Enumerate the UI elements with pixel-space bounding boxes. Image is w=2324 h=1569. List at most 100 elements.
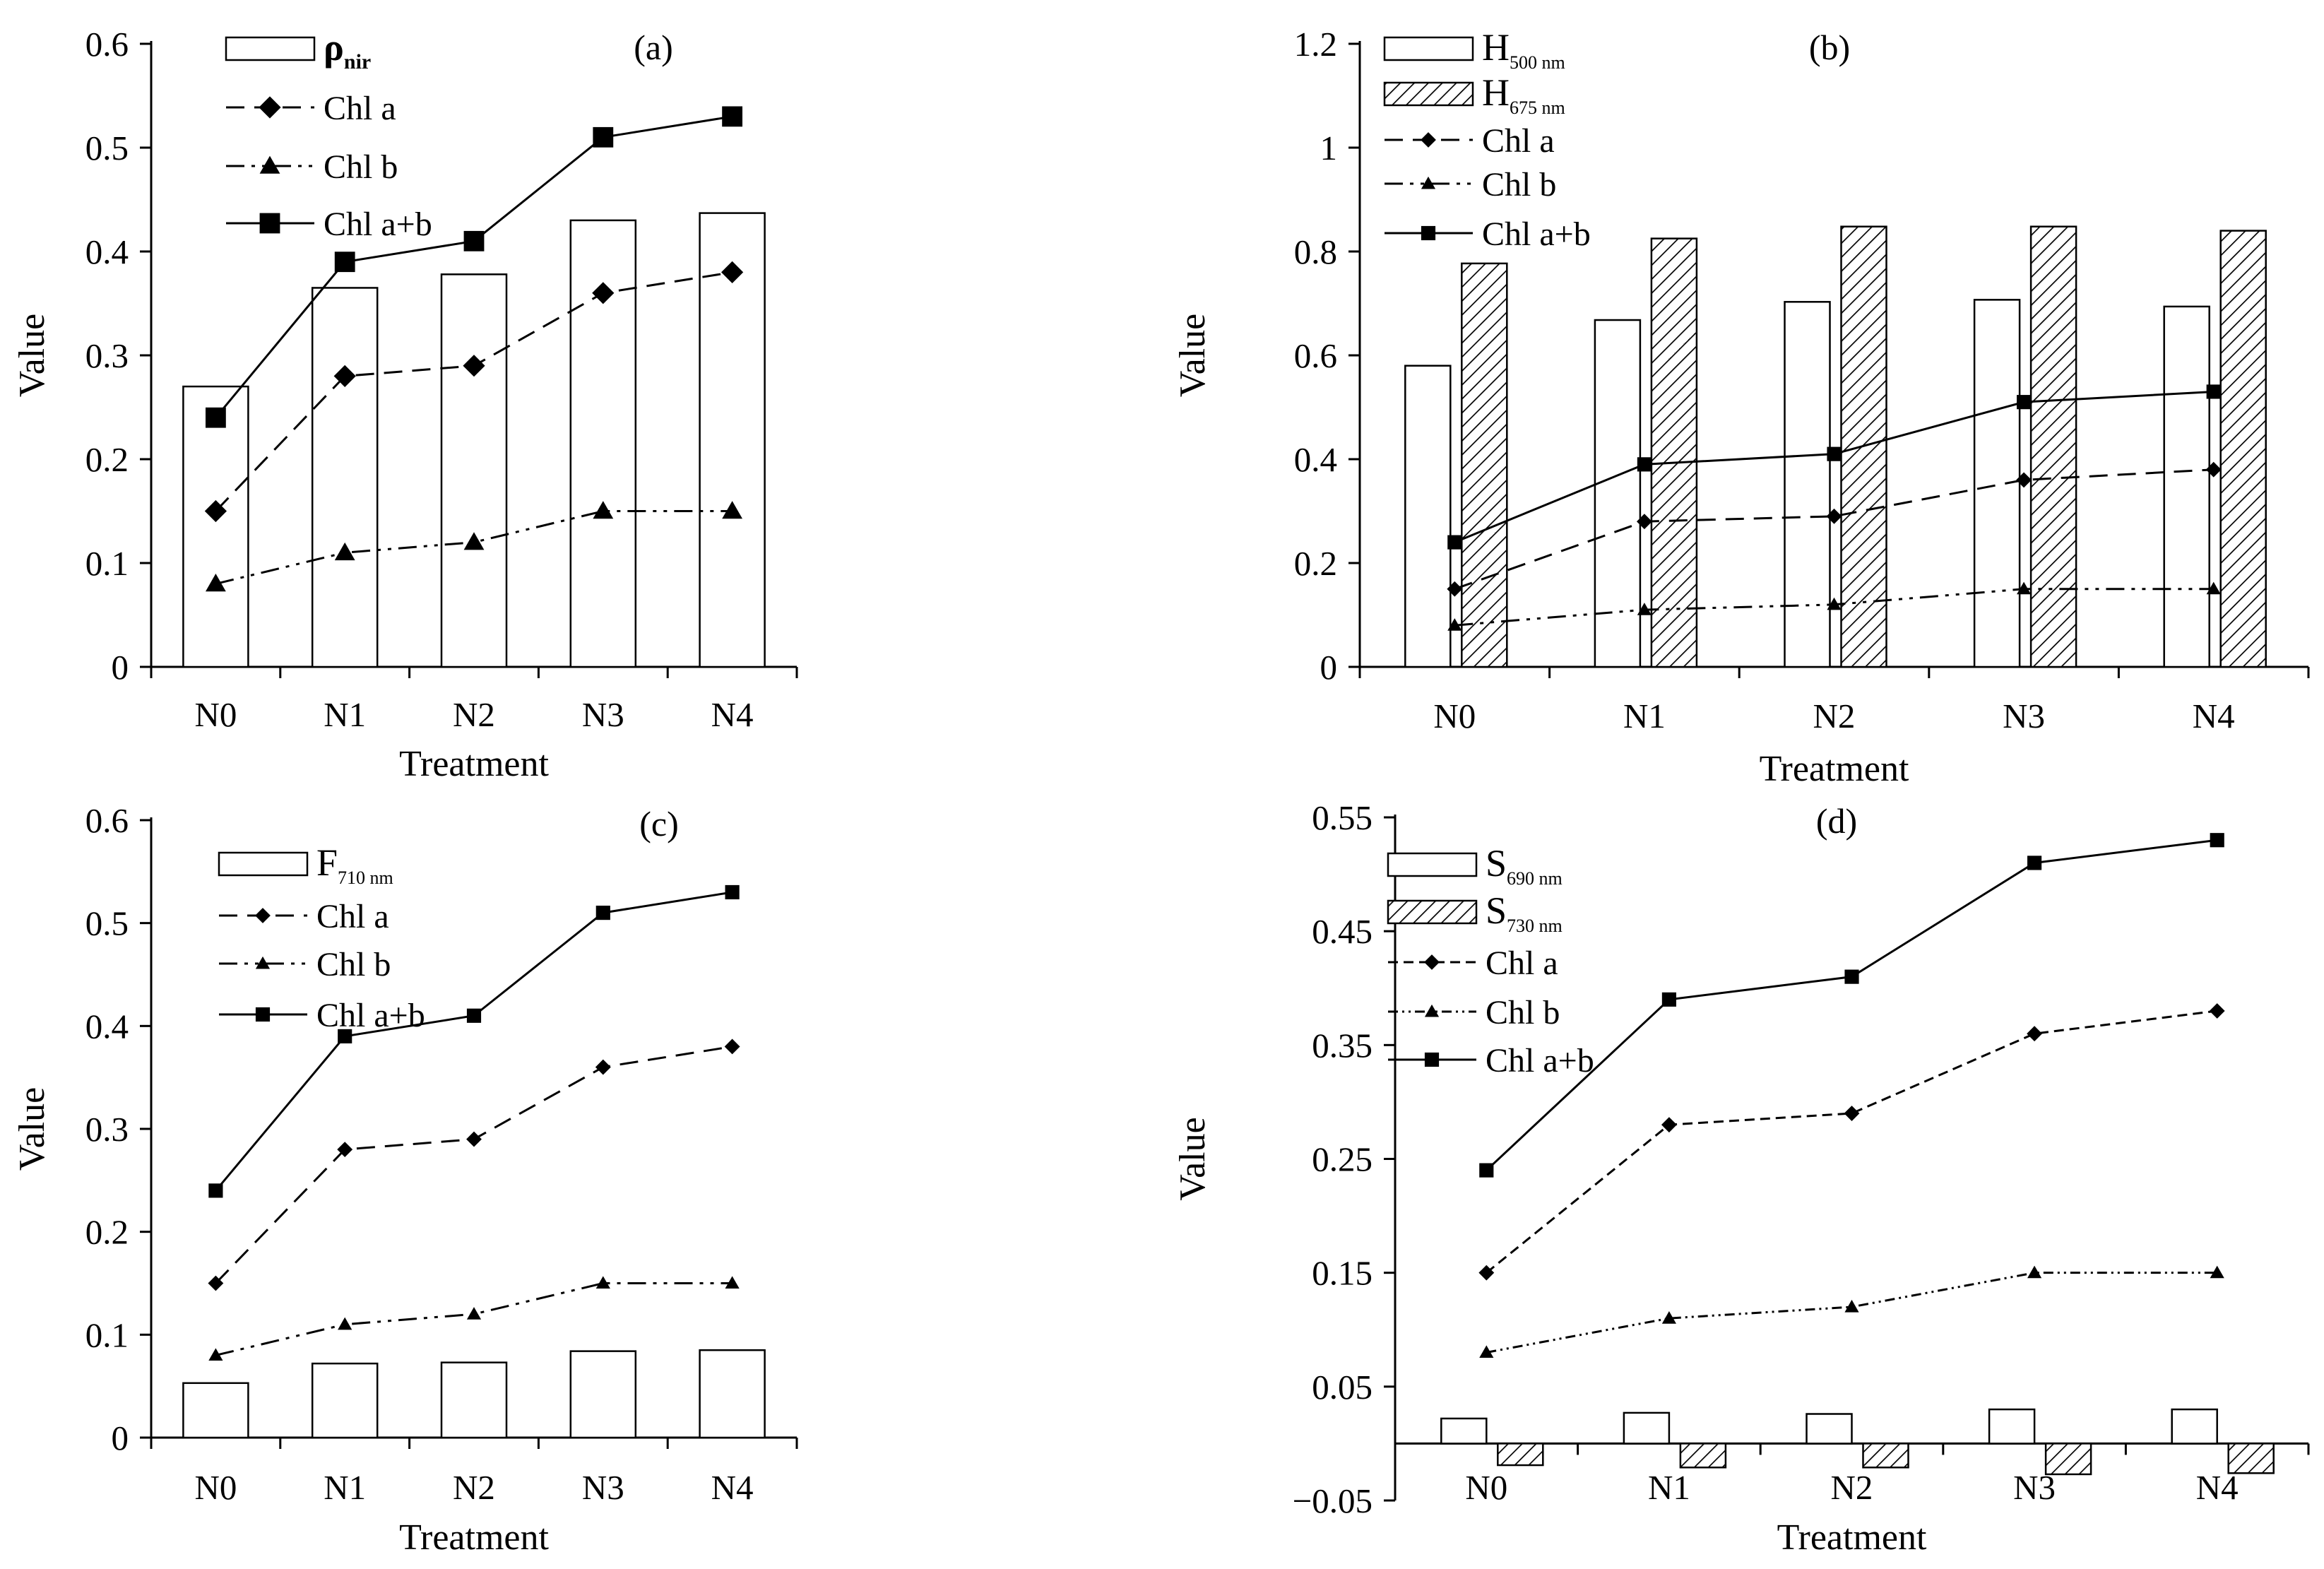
x-tick-label: N1 [1648,1468,1690,1507]
bar-500nm [1784,301,1831,668]
legend-label-main: H [1482,26,1510,69]
marker-square [1661,992,1676,1007]
legend-label-sub: 500 nm [1510,52,1565,73]
marker-triangle [2027,1265,2042,1279]
bar-710nm [699,1349,766,1439]
marker-triangle [725,1276,740,1289]
y-tick-label: 0.5 [85,129,129,167]
legend-label: ρnir [324,26,371,73]
bar-675nm [2219,230,2267,668]
marker-triangle [1447,618,1462,631]
y-tick-label: 0.2 [1294,544,1337,583]
marker-diamond [463,355,485,377]
marker-square [722,106,742,127]
marker-diamond [333,365,356,387]
legend-label-main: S [1486,889,1507,932]
marker-diamond [337,1142,353,1158]
legend-marker [1421,176,1436,189]
y-tick-label: 1 [1320,129,1338,167]
series-line-chl-a [1454,468,2214,591]
bar-730nm [2227,1443,2275,1474]
bar-nir [440,273,508,668]
bar-710nm [440,1361,508,1439]
panel-label: (d) [1816,801,1857,841]
y-axis-title: Value [1173,314,1213,397]
legend-label: F710 nm [316,841,393,888]
y-tick-label: 0.2 [85,440,129,479]
legend-label: Chl b [1482,166,1556,203]
x-tick-label: N1 [324,695,366,734]
panel-label: (c) [639,804,679,843]
marker-square [463,230,485,251]
legend-label: H500 nm [1482,26,1565,73]
y-axis-title: Value [1173,1117,1213,1200]
x-tick-label: N2 [1831,1468,1873,1507]
marker-triangle [595,1276,610,1289]
x-tick-label: N1 [324,1468,366,1507]
legend-label: Chl a [324,90,396,127]
y-tick-label: 0.4 [85,232,129,271]
legend-swatch [1387,852,1478,877]
y-tick-label: 0 [1320,648,1338,687]
y-tick-label: 0.1 [85,1315,129,1354]
bar-710nm [182,1382,249,1439]
y-tick-label: 0.2 [85,1213,129,1252]
legend-swatch [218,851,309,877]
x-tick-label: N2 [453,695,495,734]
marker-diamond [1661,1117,1677,1133]
legend-marker [259,155,280,174]
legend-label: Chl b [1486,994,1560,1031]
legend-marker [1424,1052,1440,1067]
marker-diamond [2209,1003,2225,1019]
legend-label-sub: 730 nm [1507,916,1563,936]
legend-label: S690 nm [1486,842,1563,889]
bar-710nm [569,1350,637,1439]
y-tick-label: 0.8 [1294,232,1337,271]
marker-square [334,251,355,273]
marker-triangle [1844,1299,1859,1313]
marker-square [208,1183,223,1198]
marker-diamond [2027,1026,2043,1042]
bar-675nm [1461,262,1508,668]
legend-marker [259,213,280,234]
x-tick-label: N2 [1813,697,1856,735]
y-tick-label: 0.3 [85,336,129,375]
bar-nir [311,287,379,668]
marker-square [1479,1163,1494,1178]
marker-triangle [1661,1311,1676,1324]
marker-diamond [595,1059,611,1075]
bar-500nm [1404,365,1452,668]
marker-diamond [2205,461,2222,478]
x-tick-label: N3 [582,695,624,734]
legend: ρnir Chl a Chl b Chl a+b [225,26,432,243]
y-tick-label: 0 [112,1419,129,1457]
y-tick-label: 0.6 [85,801,129,840]
marker-square [595,906,610,920]
legend-label: Chl a+b [1482,215,1591,253]
legend-label-sub: 710 nm [338,868,393,888]
marker-triangle [2206,581,2221,595]
marker-diamond [1826,508,1842,524]
legend-label: Chl a [1482,122,1555,160]
x-tick-label: N0 [1433,697,1476,735]
bar-690nm [1623,1411,1671,1445]
marker-square [466,1008,482,1023]
series-line-chl-b [1486,1272,2217,1354]
panel-label: (a) [634,28,673,67]
panel-label: (b) [1809,28,1850,67]
y-tick-label: 0.6 [1294,336,1337,375]
bar-690nm [1806,1413,1853,1445]
y-tick-label: 0 [112,648,129,687]
y-tick-label: −0.05 [1293,1481,1373,1520]
marker-square [206,407,226,428]
marker-diamond [1478,1265,1495,1281]
legend-marker [1421,225,1436,241]
bar-nir [699,212,766,668]
marker-triangle [593,501,614,519]
bar-730nm [1862,1443,1909,1469]
y-tick-label: 0.5 [85,904,129,943]
legend-marker [1421,132,1436,148]
marker-diamond [1636,514,1652,530]
legend-marker [255,1007,271,1022]
